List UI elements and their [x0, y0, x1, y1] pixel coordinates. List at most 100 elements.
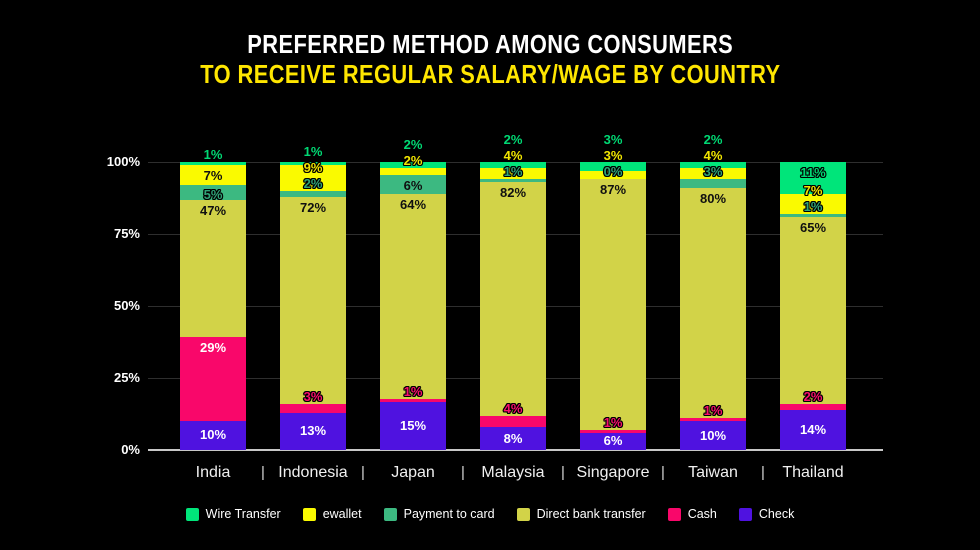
bar-column-singapore: 3% 3% 0% 87% 1% 6%	[563, 133, 663, 450]
legend-label: Payment to card	[403, 507, 495, 521]
segment-label-cash: 29%	[199, 339, 227, 355]
segment-wire-transfer[interactable]	[280, 162, 346, 165]
segment-payment-to-card[interactable]	[480, 179, 546, 182]
legend-item-check[interactable]: Check	[738, 507, 794, 521]
segment-ewallet[interactable]	[480, 167, 546, 180]
chart-title-row: PREFERRED METHOD AMONG CONSUMERS	[0, 30, 980, 58]
bar-indonesia	[280, 162, 346, 450]
segment-cash[interactable]	[680, 418, 746, 422]
segment-direct-bank-transfer[interactable]	[380, 193, 446, 399]
legend-label: Cash	[687, 507, 717, 521]
x-separator: |	[761, 464, 765, 481]
segment-ewallet[interactable]	[680, 167, 746, 180]
segment-label-cash: 1%	[703, 403, 723, 419]
segment-direct-bank-transfer[interactable]	[680, 187, 746, 419]
segment-label-check: 8%	[503, 430, 523, 446]
legend-item-ewallet[interactable]: ewallet	[302, 507, 362, 521]
segment-check[interactable]	[480, 427, 546, 450]
segment-label-direct-bank-transfer: 87%	[599, 182, 627, 198]
segment-label-cash: 3%	[303, 388, 323, 404]
y-axis-tick-25: 25%	[113, 370, 140, 385]
segment-label-payment-to-card: 6%	[403, 177, 423, 193]
segment-label-check: 14%	[799, 421, 827, 437]
segment-check[interactable]	[680, 421, 746, 450]
legend-swatch-payment-to-card	[383, 507, 397, 521]
segment-wire-transfer[interactable]	[180, 162, 246, 165]
segment-label-cash: 1%	[403, 383, 423, 399]
legend-swatch-check	[738, 507, 752, 521]
x-axis: India | Indonesia | Japan | Malaysia | Singapore…	[148, 462, 883, 486]
segment-label-payment-to-card: 2%	[303, 175, 323, 191]
segment-label-check: 6%	[603, 433, 623, 449]
segment-wire-transfer[interactable]	[780, 162, 846, 194]
segment-wire-transfer[interactable]	[380, 162, 446, 169]
legend: Wire Transfer ewallet Payment to card Direc…	[0, 507, 980, 521]
y-axis-tick-75: 75%	[113, 226, 140, 241]
segment-payment-to-card[interactable]	[380, 174, 446, 194]
chart-title: PREFERRED METHOD AMONG CONSUMERS	[247, 29, 733, 59]
bar-india	[180, 162, 246, 450]
segment-check[interactable]	[780, 409, 846, 450]
segment-ewallet[interactable]	[780, 193, 846, 214]
x-label-india: India	[195, 464, 231, 481]
segment-label-wire-transfer: 1%	[303, 143, 323, 159]
segment-direct-bank-transfer[interactable]	[580, 179, 646, 430]
bar-column-malaysia: 2% 4% 1% 82% 4% 8%	[463, 133, 563, 450]
segment-payment-to-card[interactable]	[680, 179, 746, 188]
segment-cash[interactable]	[180, 336, 246, 421]
legend-swatch-ewallet	[302, 507, 316, 521]
segment-wire-transfer[interactable]	[480, 162, 546, 168]
segment-check[interactable]	[180, 420, 246, 450]
segment-ewallet[interactable]	[580, 170, 646, 180]
segment-direct-bank-transfer[interactable]	[480, 181, 546, 416]
segment-wire-transfer[interactable]	[680, 162, 746, 168]
y-axis-tick-100: 100%	[106, 154, 140, 169]
segment-label-wire-transfer: 1%	[203, 147, 223, 162]
legend-item-cash[interactable]: Cash	[667, 507, 717, 521]
segment-cash[interactable]	[280, 403, 346, 413]
plot-area: 100% 75% 50% 25% 0% 1% 7% 5% 47% 29% 10% 1% 9% 2% 72% 3…	[107, 133, 883, 457]
x-label-malaysia: Malaysia	[481, 464, 545, 481]
legend-swatch-cash	[667, 507, 681, 521]
chart-subtitle: TO RECEIVE REGULAR SALARY/WAGE BY COUNTR…	[199, 59, 781, 89]
bar-thailand	[780, 162, 846, 450]
segment-check[interactable]	[280, 412, 346, 450]
segment-cash[interactable]	[780, 403, 846, 410]
segment-label-check: 15%	[399, 418, 427, 433]
segment-wire-transfer[interactable]	[580, 162, 646, 171]
x-label-singapore: Singapore	[576, 464, 650, 481]
bar-column-taiwan: 2% 4% 3% 80% 1% 10%	[663, 133, 763, 450]
segment-direct-bank-transfer[interactable]	[780, 216, 846, 404]
x-label-indonesia: Indonesia	[278, 464, 348, 481]
segment-cash[interactable]	[380, 398, 446, 402]
gridline-0	[148, 449, 883, 451]
x-separator: |	[361, 464, 365, 481]
segment-check[interactable]	[580, 432, 646, 450]
x-label-taiwan: Taiwan	[688, 464, 738, 481]
segment-payment-to-card[interactable]	[280, 190, 346, 197]
legend-item-payment-to-card[interactable]: Payment to card	[383, 507, 495, 521]
segment-check[interactable]	[380, 401, 446, 450]
segment-direct-bank-transfer[interactable]	[280, 196, 346, 404]
segment-direct-bank-transfer[interactable]	[180, 199, 246, 337]
legend-swatch-wire-transfer	[185, 507, 199, 521]
segment-label-ewallet: 4%	[703, 148, 723, 164]
segment-cash[interactable]	[580, 429, 646, 433]
segment-label-check: 10%	[699, 427, 727, 443]
bar-japan	[380, 162, 446, 450]
segment-label-ewallet: 7%	[203, 167, 223, 183]
segment-label-ewallet: 3%	[603, 148, 623, 164]
segment-cash[interactable]	[480, 415, 546, 428]
segment-label-direct-bank-transfer: 65%	[799, 219, 827, 235]
legend-item-wire-transfer[interactable]: Wire Transfer	[185, 507, 281, 521]
legend-label: Wire Transfer	[205, 507, 281, 521]
segment-label-check: 10%	[199, 427, 227, 443]
legend-item-direct-bank-transfer[interactable]: Direct bank transfer	[516, 507, 646, 521]
segment-ewallet[interactable]	[280, 164, 346, 191]
segment-payment-to-card[interactable]	[180, 185, 246, 200]
segment-payment-to-card[interactable]	[780, 213, 846, 217]
segment-ewallet[interactable]	[380, 168, 446, 175]
bar-column-thailand: 11% 7% 1% 65% 2% 14%	[763, 162, 863, 450]
y-axis-tick-50: 50%	[113, 298, 140, 313]
segment-ewallet[interactable]	[180, 164, 246, 186]
